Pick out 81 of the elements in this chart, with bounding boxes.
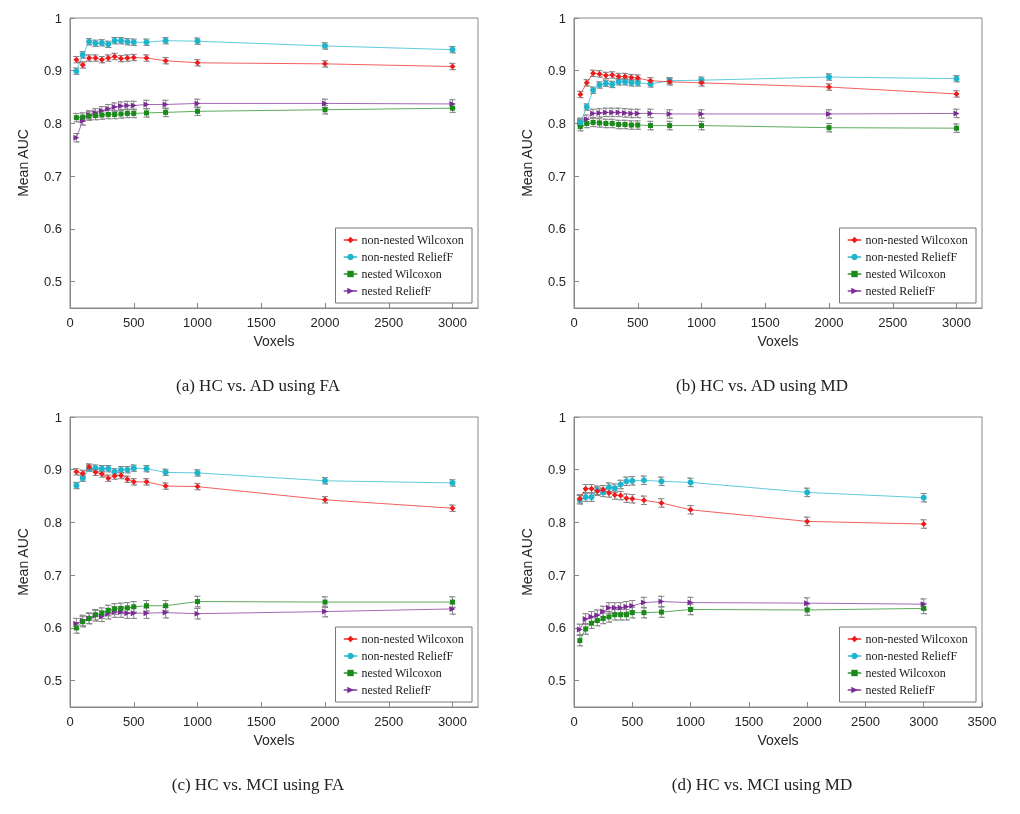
y-axis-title: Mean AUC — [519, 129, 535, 197]
legend-label: non-nested Wilcoxon — [865, 632, 968, 646]
x-tick-label: 2500 — [878, 315, 908, 330]
x-axis-title: Voxels — [757, 732, 799, 748]
legend-label: nested ReliefF — [361, 683, 432, 697]
y-tick-label: 0.9 — [547, 462, 566, 478]
x-tick-label: 3500 — [967, 714, 997, 729]
x-tick-label: 3000 — [438, 714, 467, 729]
x-tick-label: 1500 — [734, 714, 764, 729]
text: (c) HC vs. MCI using FA — [171, 775, 345, 794]
x-tick-label: 2500 — [374, 714, 404, 729]
x-tick-label: 3000 — [438, 315, 467, 330]
legend-label: non-nested ReliefF — [361, 649, 454, 663]
x-tick-label: 0 — [66, 315, 74, 330]
x-tick-label: 2000 — [814, 315, 844, 330]
legend-label: nested Wilcoxon — [361, 267, 442, 281]
y-tick-label: 0.9 — [43, 462, 62, 478]
x-tick-label: 2000 — [310, 315, 340, 330]
y-tick-label: 0.9 — [43, 63, 62, 79]
x-tick-label: 1000 — [183, 315, 212, 330]
y-tick-label: 0.6 — [547, 620, 566, 636]
legend-label: non-nested ReliefF — [361, 250, 454, 264]
x-tick-label: 500 — [626, 315, 649, 330]
y-tick-label: 0.7 — [43, 168, 62, 184]
legend-label: nested Wilcoxon — [361, 666, 442, 680]
y-tick-label: 0.8 — [43, 115, 62, 131]
x-tick-label: 2000 — [792, 714, 822, 729]
x-tick-label: 1000 — [183, 714, 212, 729]
x-tick-label: 2500 — [374, 315, 404, 330]
y-tick-label: 0.7 — [43, 567, 62, 583]
y-tick-label: 0.5 — [43, 274, 62, 290]
x-tick-label: 2500 — [850, 714, 880, 729]
y-tick-label: 0.5 — [43, 673, 62, 689]
x-tick-label: 1500 — [246, 714, 276, 729]
y-tick-label: 0.6 — [43, 620, 62, 636]
y-tick-label: 0.8 — [43, 514, 62, 530]
x-tick-label: 1000 — [676, 714, 706, 729]
y-tick-label: 1 — [54, 10, 62, 26]
y-tick-label: 1 — [54, 409, 62, 425]
x-tick-label: 0 — [570, 714, 578, 729]
x-tick-label: 3000 — [909, 714, 939, 729]
x-axis-title: Voxels — [253, 333, 295, 349]
legend-label: non-nested Wilcoxon — [361, 233, 464, 247]
x-tick-label: 500 — [122, 714, 145, 729]
x-tick-label: 1500 — [246, 315, 276, 330]
legend-label: nested ReliefF — [361, 284, 432, 298]
y-tick-label: 0.7 — [547, 567, 566, 583]
text: (a) HC vs. AD using FA — [175, 376, 341, 395]
x-tick-label: 0 — [570, 315, 578, 330]
y-tick-label: 0.6 — [547, 221, 566, 237]
y-tick-label: 1 — [558, 10, 566, 26]
x-tick-label: 1000 — [687, 315, 716, 330]
y-axis-title: Mean AUC — [15, 129, 31, 197]
x-tick-label: 3000 — [942, 315, 971, 330]
y-tick-label: 0.5 — [547, 274, 566, 290]
x-tick-label: 0 — [66, 714, 74, 729]
x-axis-title: Voxels — [757, 333, 799, 349]
legend-label: non-nested Wilcoxon — [865, 233, 968, 247]
legend-label: nested Wilcoxon — [865, 267, 946, 281]
y-axis-title: Mean AUC — [15, 528, 31, 596]
legend-label: nested Wilcoxon — [865, 666, 946, 680]
legend-label: nested ReliefF — [865, 683, 936, 697]
x-tick-label: 2000 — [310, 714, 340, 729]
text: (d) HC vs. MCI using MD — [671, 775, 853, 794]
y-tick-label: 1 — [558, 409, 566, 425]
y-tick-label: 0.9 — [547, 63, 566, 79]
text: (b) HC vs. AD using MD — [676, 376, 848, 395]
legend-label: nested ReliefF — [865, 284, 936, 298]
y-axis-title: Mean AUC — [519, 528, 535, 596]
x-tick-label: 500 — [621, 714, 644, 729]
y-tick-label: 0.8 — [547, 115, 566, 131]
x-tick-label: 1500 — [750, 315, 780, 330]
legend-label: non-nested Wilcoxon — [361, 632, 464, 646]
y-tick-label: 0.6 — [43, 221, 62, 237]
x-tick-label: 500 — [122, 315, 145, 330]
y-tick-label: 0.5 — [547, 673, 566, 689]
y-tick-label: 0.7 — [547, 168, 566, 184]
legend-label: non-nested ReliefF — [865, 250, 958, 264]
x-axis-title: Voxels — [253, 732, 295, 748]
y-tick-label: 0.8 — [547, 514, 566, 530]
legend-label: non-nested ReliefF — [865, 649, 958, 663]
